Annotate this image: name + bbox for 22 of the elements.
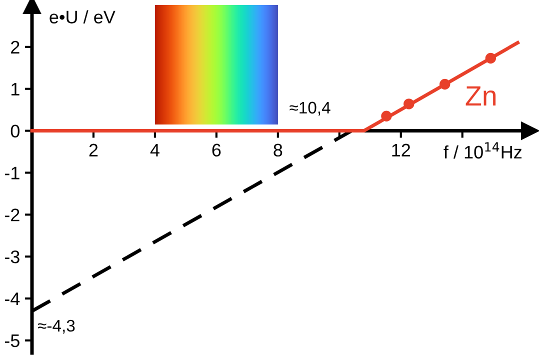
y-tick-label: 0: [10, 124, 20, 138]
y-tick-label: 2: [11, 40, 20, 54]
annotation: ≈-4,3: [38, 320, 75, 334]
x-tick-label: 2: [89, 144, 98, 156]
x-axis-title: f / 10$^{14}$Hz: [444, 142, 522, 159]
x-tick-label: 6: [212, 144, 221, 157]
series-label: Zn: [466, 86, 496, 106]
annotation: ≈10,4: [290, 102, 330, 116]
y-tick-label: -4: [4, 292, 20, 306]
point: [439, 78, 450, 90]
x-tick-label: 8: [274, 144, 282, 157]
point: [485, 52, 496, 64]
y-axis-title: e•U / eV: [50, 10, 116, 24]
point: [381, 110, 392, 122]
point: [404, 98, 414, 110]
y-tick-label: -5: [4, 334, 20, 348]
y-tick-label: -1: [4, 166, 20, 180]
y-tick-label: 1: [12, 82, 20, 96]
x-tick-label: 4: [150, 144, 160, 156]
y-tick-label: -2: [4, 208, 20, 222]
y-tick-label: -3: [4, 250, 20, 264]
x-tick-label: 12: [392, 144, 410, 156]
